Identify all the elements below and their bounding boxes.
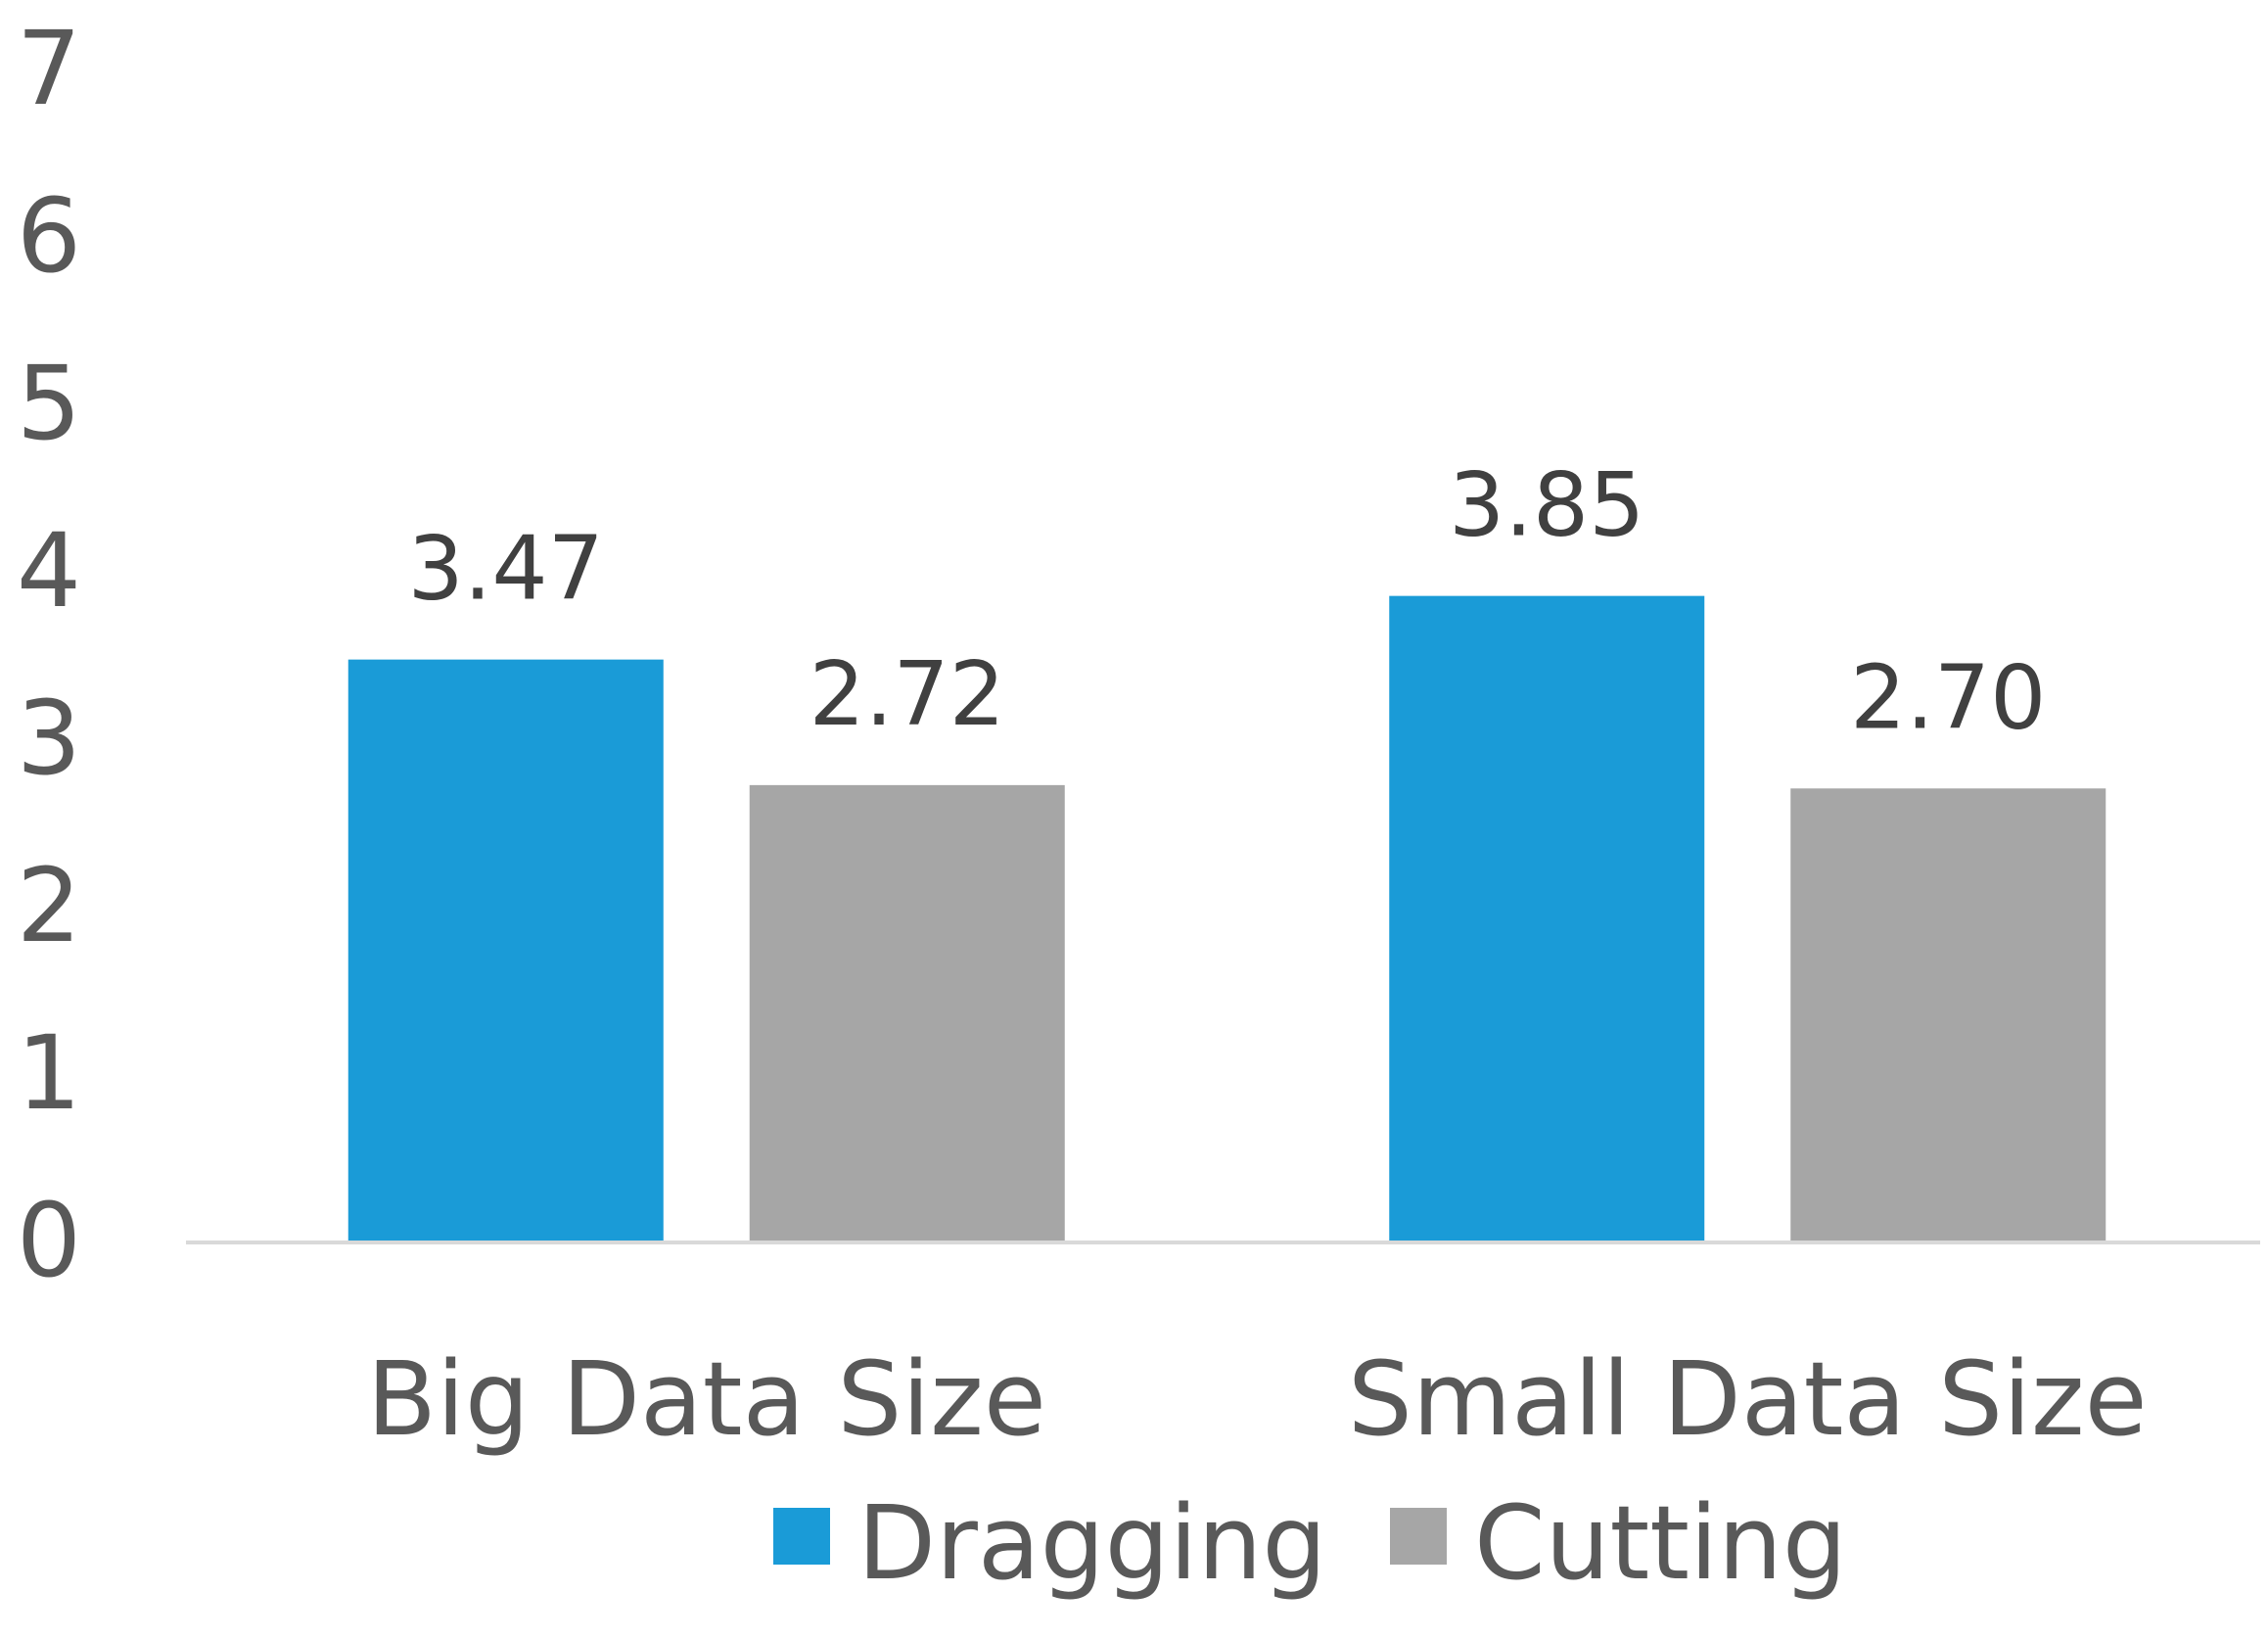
data-label: 3.85 xyxy=(1449,454,1644,557)
y-tick-label: 1 xyxy=(17,1013,81,1133)
y-tick-label: 6 xyxy=(17,176,81,296)
y-axis-ticks: 0 1 2 3 4 5 6 7 xyxy=(17,9,81,1300)
legend-label: Dragging xyxy=(857,1483,1326,1603)
data-label: 3.47 xyxy=(408,518,604,621)
category-labels: Big Data Size Small Data Size xyxy=(367,1339,2148,1459)
category-label: Small Data Size xyxy=(1348,1339,2148,1459)
y-tick-label: 5 xyxy=(17,344,81,463)
bar xyxy=(749,784,1065,1241)
y-tick-label: 0 xyxy=(17,1181,81,1300)
y-tick-label: 3 xyxy=(17,679,81,798)
data-labels: 3.47 2.72 3.85 2.70 xyxy=(408,454,2047,750)
bars xyxy=(347,595,2106,1241)
legend-swatch xyxy=(1390,1508,1447,1565)
bar xyxy=(1389,595,1705,1241)
legend-label: Cutting xyxy=(1474,1483,1847,1603)
category-label: Big Data Size xyxy=(367,1339,1046,1459)
y-tick-label: 2 xyxy=(17,846,81,965)
legend: Dragging Cutting xyxy=(773,1483,1847,1603)
legend-swatch xyxy=(773,1508,830,1565)
bar xyxy=(347,659,664,1241)
bar xyxy=(1790,788,2106,1241)
y-tick-label: 4 xyxy=(17,511,81,631)
y-tick-label: 7 xyxy=(17,9,81,128)
data-label: 2.72 xyxy=(810,643,1005,746)
data-label: 2.70 xyxy=(1850,646,2046,749)
